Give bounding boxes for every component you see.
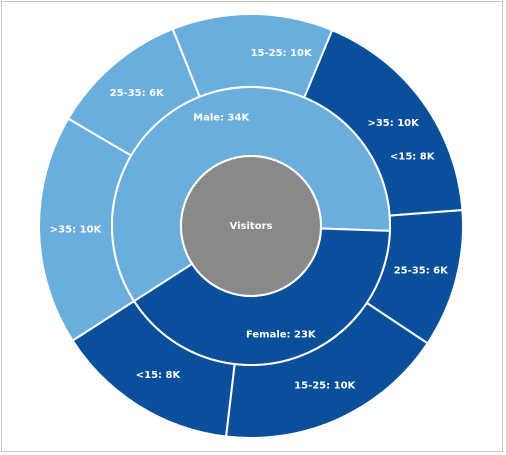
inner-label-female: Female: 23K (246, 329, 317, 340)
outer-label-female-2: 25-35: 6K (394, 265, 449, 276)
inner-label-male: Male: 34K (193, 113, 250, 124)
outer-label-female-0: <15: 8K (136, 370, 182, 381)
outer-ring (38, 13, 464, 439)
outer-label-female-3: >35: 10K (367, 118, 420, 129)
outer-label-male-0: <15: 8K (390, 152, 436, 163)
center-label: Visitors (230, 221, 273, 232)
outer-label-male-1: 15-25: 10K (251, 48, 313, 59)
slice-labels: Male: 34K <15: 8K 15-25: 10K 25-35: 6K >35: … (50, 48, 449, 391)
outer-label-female-1: 15-25: 10K (294, 380, 356, 391)
outer-label-male-2: 25-35: 6K (110, 88, 165, 99)
outer-label-male-3: >35: 10K (50, 225, 103, 236)
center-circle (180, 155, 322, 297)
